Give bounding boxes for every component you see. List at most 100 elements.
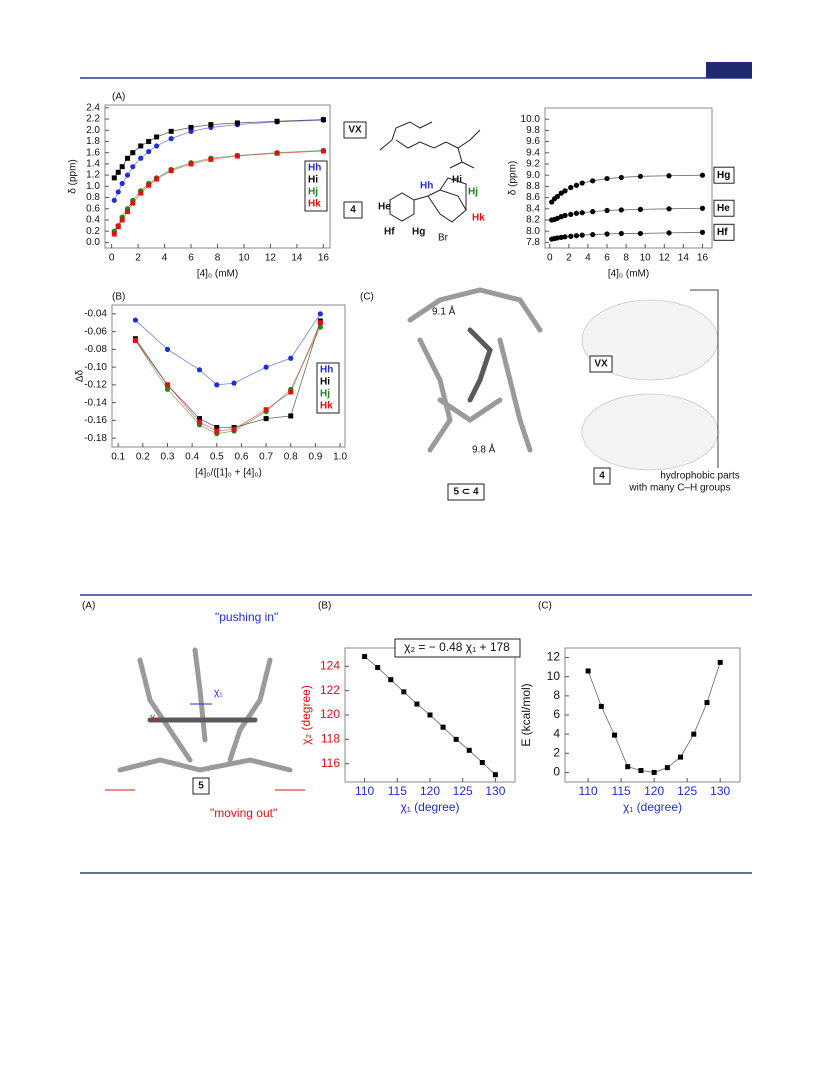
y-tick-label: 2 (553, 745, 560, 759)
data-point (598, 703, 604, 709)
data-point (699, 205, 706, 211)
x-tick-label: 4 (585, 253, 591, 264)
y-tick-label: 8.2 (526, 215, 540, 226)
data-point (590, 231, 596, 238)
x-tick-label: 110 (579, 784, 598, 798)
y-axis-label: δ (ppm) (68, 159, 79, 193)
data-point (317, 311, 323, 317)
plot-frame (544, 107, 713, 249)
x-tick-label: 0.2 (136, 452, 150, 463)
x-tick-label: 130 (485, 784, 505, 798)
series-line (113, 150, 324, 232)
series-line (113, 150, 324, 235)
data-point (618, 207, 624, 213)
data-point (164, 382, 170, 388)
x-tick-label: 110 (355, 784, 374, 798)
vx-label: VX (594, 359, 608, 370)
panel-label: (C) (360, 292, 374, 303)
y-tick-label: 10.0 (521, 114, 541, 125)
data-point (466, 747, 472, 753)
data-point (320, 117, 326, 123)
y-tick-label: 0.4 (86, 215, 100, 226)
data-point (453, 736, 459, 742)
x-tick-label: 16 (318, 253, 330, 264)
series-line (113, 119, 324, 179)
x-axis-label: χ₁ (degree) (400, 800, 459, 814)
y-tick-label: -0.08 (84, 344, 107, 355)
annotation: "pushing in" (215, 610, 278, 624)
data-point (111, 175, 117, 181)
data-point (125, 155, 130, 161)
data-point (197, 419, 203, 425)
x-tick-label: 10 (640, 253, 652, 264)
legend-entry: He (717, 203, 730, 214)
data-point (188, 124, 194, 130)
x-axis-label: χ₁ (degree) (623, 800, 682, 814)
panel-label: (A) (112, 92, 125, 103)
y-tick-label: 2.2 (86, 114, 100, 125)
y-tick-label: 8.6 (526, 192, 540, 203)
x-tick-label: 0.5 (210, 452, 224, 463)
data-point (375, 664, 381, 670)
data-point (138, 155, 144, 161)
series-line (135, 322, 321, 432)
data-point (214, 428, 220, 434)
x-tick-label: 115 (388, 784, 407, 798)
legend-entry: Hh (308, 163, 321, 174)
data-point (579, 232, 585, 238)
x-tick-label: 0.9 (308, 452, 322, 463)
vx-label: VX (348, 125, 362, 136)
data-point (208, 156, 214, 162)
data-point (164, 346, 171, 352)
x-tick-label: 14 (291, 253, 303, 264)
data-point (119, 164, 125, 170)
plot-frame (111, 304, 346, 448)
data-point (320, 148, 326, 154)
data-point (554, 235, 561, 241)
x-tick-label: 2 (135, 253, 141, 264)
y-tick-label: 1.8 (86, 136, 100, 147)
data-point (637, 230, 644, 237)
data-point (234, 120, 240, 126)
x-axis-label: [4]₀ (mM) (608, 269, 649, 280)
x-tick-label: 130 (710, 784, 730, 798)
data-point (666, 230, 672, 236)
y-axis-label: E (kcal/mol) (519, 683, 533, 746)
data-point (666, 206, 672, 212)
x-tick-label: 6 (604, 253, 610, 264)
data-point (579, 210, 585, 216)
data-point (625, 764, 631, 770)
data-point (214, 424, 220, 430)
vx-structure (379, 121, 481, 169)
data-point (573, 233, 580, 239)
x-tick-label: 0.1 (111, 452, 125, 463)
y-tick-label: 118 (321, 732, 340, 746)
x-tick-label: 0.8 (284, 452, 298, 463)
y-tick-label: 124 (320, 658, 340, 672)
legend-entry: Hi (320, 377, 330, 388)
x-tick-label: 125 (453, 784, 473, 798)
x-tick-label: 16 (697, 253, 709, 264)
data-point (146, 148, 152, 155)
compound5-structure (117, 647, 293, 773)
data-point (704, 700, 710, 706)
compound-label: 4 (599, 471, 605, 482)
x-tick-label: 12 (659, 253, 671, 264)
y-tick-label: -0.04 (84, 309, 107, 320)
data-point (479, 760, 485, 766)
panel-label: (B) (318, 601, 331, 612)
data-point (130, 200, 136, 206)
data-point (691, 731, 697, 737)
distance: 9.1 Å (432, 305, 456, 318)
y-tick-label: -0.10 (84, 362, 107, 373)
x-tick-label: 120 (644, 784, 664, 798)
data-point (638, 768, 644, 774)
data-point (618, 174, 624, 181)
y-tick-label: 9.4 (526, 147, 540, 158)
annotation: "moving out" (210, 806, 277, 820)
data-point (637, 206, 644, 212)
h-label: Hk (472, 213, 485, 224)
h-label: He (378, 202, 391, 213)
y-tick-label: 1.6 (86, 147, 100, 158)
